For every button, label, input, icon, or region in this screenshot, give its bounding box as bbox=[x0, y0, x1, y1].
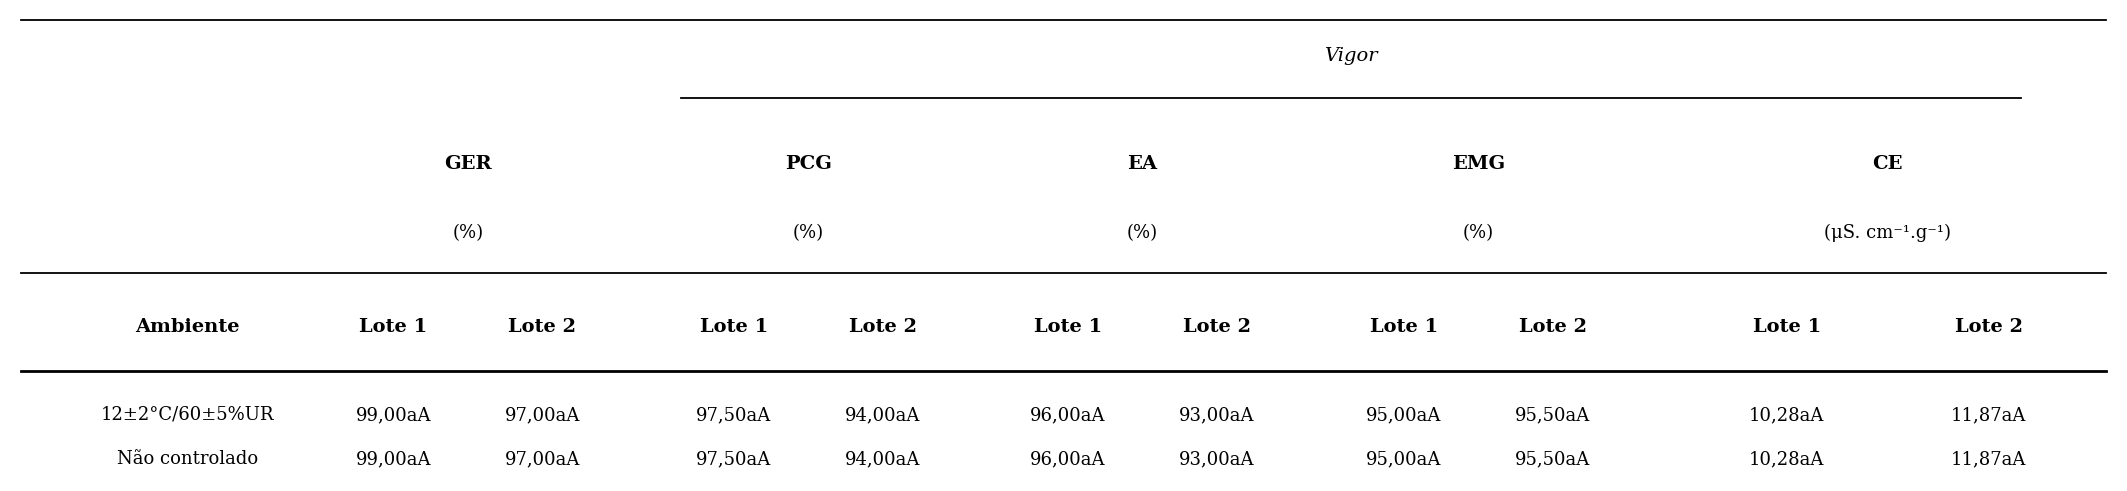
Text: 95,50aA: 95,50aA bbox=[1514, 406, 1591, 424]
Text: 11,87aA: 11,87aA bbox=[1950, 406, 2027, 424]
Text: Lote 2: Lote 2 bbox=[508, 318, 576, 335]
Text: 97,00aA: 97,00aA bbox=[504, 450, 581, 468]
Text: 95,00aA: 95,00aA bbox=[1366, 406, 1442, 424]
Text: EMG: EMG bbox=[1453, 156, 1504, 173]
Text: Lote 1: Lote 1 bbox=[1753, 318, 1821, 335]
Text: (μS. cm⁻¹.g⁻¹): (μS. cm⁻¹.g⁻¹) bbox=[1825, 224, 1950, 243]
Text: Ambiente: Ambiente bbox=[134, 318, 240, 335]
Text: (%): (%) bbox=[1463, 224, 1493, 242]
Text: (%): (%) bbox=[1127, 224, 1157, 242]
Text: 95,00aA: 95,00aA bbox=[1366, 450, 1442, 468]
Text: 11,87aA: 11,87aA bbox=[1950, 450, 2027, 468]
Text: Lote 2: Lote 2 bbox=[1519, 318, 1587, 335]
Text: EA: EA bbox=[1127, 156, 1157, 173]
Text: Vigor: Vigor bbox=[1323, 48, 1378, 65]
Text: Não controlado: Não controlado bbox=[117, 450, 257, 468]
Text: 96,00aA: 96,00aA bbox=[1029, 406, 1106, 424]
Text: Lote 2: Lote 2 bbox=[1183, 318, 1251, 335]
Text: GER: GER bbox=[445, 156, 491, 173]
Text: 94,00aA: 94,00aA bbox=[844, 406, 921, 424]
Text: Lote 1: Lote 1 bbox=[700, 318, 768, 335]
Text: 94,00aA: 94,00aA bbox=[844, 450, 921, 468]
Text: Lote 1: Lote 1 bbox=[1034, 318, 1102, 335]
Text: Lote 2: Lote 2 bbox=[1955, 318, 2023, 335]
Text: 12±2°C/60±5%UR: 12±2°C/60±5%UR bbox=[100, 406, 274, 424]
Text: 97,50aA: 97,50aA bbox=[696, 406, 772, 424]
Text: 93,00aA: 93,00aA bbox=[1178, 450, 1255, 468]
Text: 99,00aA: 99,00aA bbox=[355, 450, 432, 468]
Text: 10,28aA: 10,28aA bbox=[1748, 450, 1825, 468]
Text: PCG: PCG bbox=[785, 156, 832, 173]
Text: 10,28aA: 10,28aA bbox=[1748, 406, 1825, 424]
Text: Lote 1: Lote 1 bbox=[1370, 318, 1438, 335]
Text: Lote 1: Lote 1 bbox=[359, 318, 428, 335]
Text: 93,00aA: 93,00aA bbox=[1178, 406, 1255, 424]
Text: 97,00aA: 97,00aA bbox=[504, 406, 581, 424]
Text: (%): (%) bbox=[793, 224, 823, 242]
Text: 95,50aA: 95,50aA bbox=[1514, 450, 1591, 468]
Text: 99,00aA: 99,00aA bbox=[355, 406, 432, 424]
Text: 97,50aA: 97,50aA bbox=[696, 450, 772, 468]
Text: (%): (%) bbox=[453, 224, 483, 242]
Text: Lote 2: Lote 2 bbox=[849, 318, 917, 335]
Text: CE: CE bbox=[1872, 156, 1904, 173]
Text: 96,00aA: 96,00aA bbox=[1029, 450, 1106, 468]
